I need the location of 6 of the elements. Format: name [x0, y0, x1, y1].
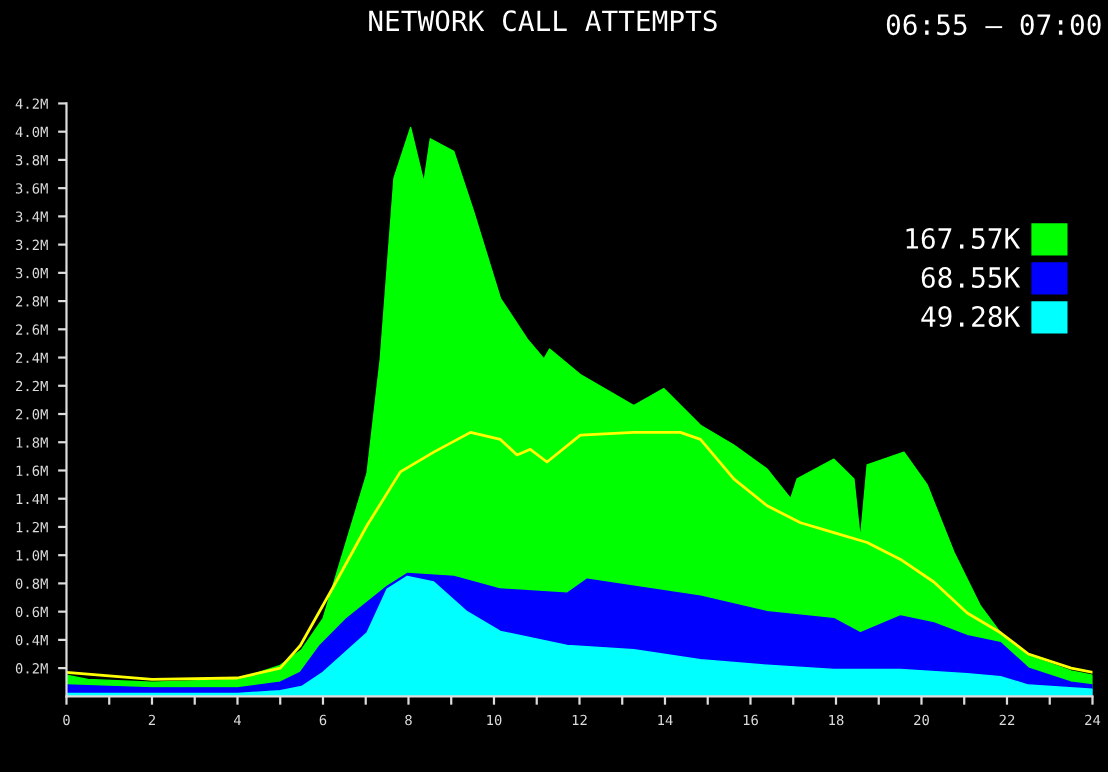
line-series — [66, 430, 1093, 681]
legend-label: 167.57K — [906, 227, 1021, 249]
chart-title: NETWORK CALL ATTEMPTS — [369, 10, 717, 32]
chart-subtitle: 06:55 – 07:00 — [886, 14, 1101, 36]
legend-label: 68.55K — [921, 267, 1021, 289]
legend-label: 49.28K — [921, 306, 1021, 328]
